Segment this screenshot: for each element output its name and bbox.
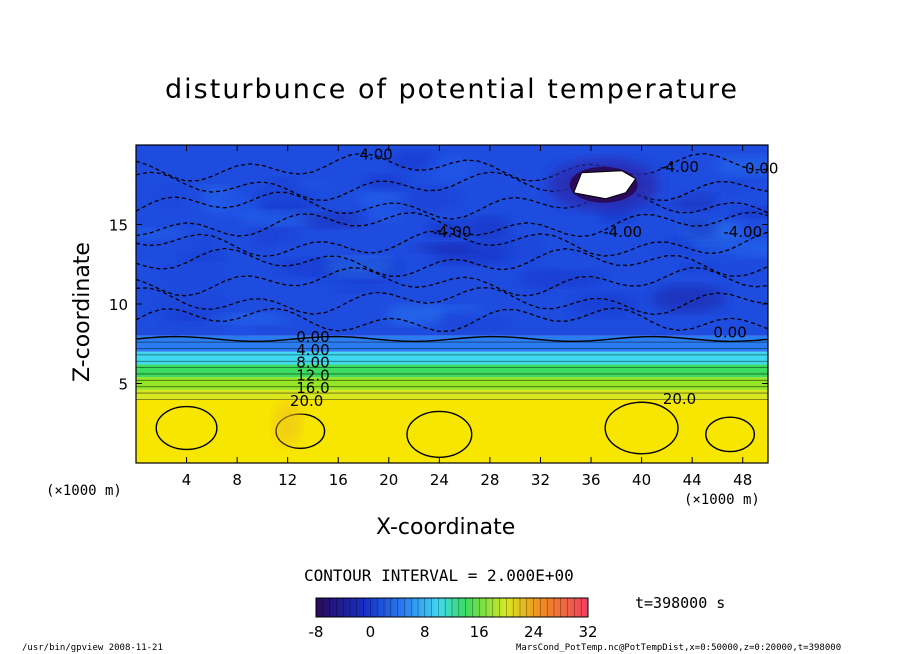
field-blob [356,188,411,206]
time-label: t=398000 s [635,594,726,612]
x-axis-unit-right: (×1000 m) [684,492,760,508]
field-blob [426,221,466,239]
x-tick-label: 4 [182,471,192,489]
x-tick-label: 24 [430,471,449,489]
contour-label: 16.0 [296,379,329,397]
field-blob [240,210,322,226]
contour-line-negative [136,152,768,182]
contour-line-negative [136,171,768,202]
chart-title: disturbunce of potential temperature [165,74,739,105]
y-axis-label: Z-coordinate [70,242,95,382]
contour-label: 0.00 [745,160,778,178]
contour-line-negative [136,211,768,238]
contour-label: 20.0 [290,392,323,410]
footer-left: /usr/bin/gpview 2008-11-21 [22,643,163,653]
layer-band-4 [136,351,768,365]
field-blob [695,244,746,255]
field-blob [651,284,726,313]
x-tick-label: 32 [531,471,550,489]
contour-label: 4.00 [359,145,392,163]
layer-band-5 [136,335,768,352]
contour-line-negative [136,247,768,277]
field-blob [136,260,166,270]
contour-label: -4.00 [603,223,642,241]
contour-line-positive [604,401,679,455]
contour-label: 4.00 [296,341,329,359]
contour-line-negative [136,287,768,316]
layer-band-3 [136,364,768,378]
field-blob [302,279,361,292]
contour-line-negative [136,230,768,258]
x-tick-label: 48 [733,471,752,489]
undefined-region [572,170,637,200]
x-tick-label: 40 [632,471,651,489]
colorbar-tick-label: -8 [309,623,324,641]
field-blob [413,242,475,253]
contour-interval-label: CONTOUR INTERVAL = 2.000E+00 [304,566,574,585]
layer-band-1 [136,389,768,400]
field-blob [363,174,409,191]
contour-line-positive [705,416,756,453]
field-blob [225,319,255,336]
field-blob [268,177,295,188]
x-tick-label: 20 [379,471,398,489]
colorbar-tick-label: 16 [470,623,489,641]
colorbar-tick-label: 24 [524,623,543,641]
field-blob [159,260,224,289]
layer-band-2 [136,377,768,390]
x-tick-label: 12 [278,471,297,489]
field-blob [525,268,555,294]
contour-line-zero [136,335,768,343]
contour-label: -4.00 [660,158,699,176]
x-axis-unit-left: (×1000 m) [46,483,122,499]
y-tick-label: 5 [118,376,128,394]
colorbar-tick-label: 0 [366,623,376,641]
warm-spot [273,401,302,446]
contour-label: 8.00 [296,354,329,372]
x-tick-label: 44 [683,471,702,489]
field-blob [385,304,443,326]
contour-label: 12.0 [296,366,329,384]
field-blob [460,309,495,328]
x-tick-label: 36 [581,471,600,489]
x-tick-label: 16 [329,471,348,489]
contour-label: -4.00 [433,223,472,241]
field-blob [463,216,512,241]
contour-label: 0.00 [296,328,329,346]
field-blob [491,208,522,217]
field-blob [192,232,218,256]
x-axis-label: X-coordinate [376,515,516,540]
contour-line-positive [155,405,218,451]
field-blob [713,155,768,177]
contour-line-negative [136,307,768,333]
contour-label: 0.00 [713,323,746,341]
contour-line-negative [136,191,768,220]
x-tick-label: 28 [480,471,499,489]
field-blob [243,188,323,209]
footer-right: MarsCond_PotTemp.nc@PotTempDist,x=0:5000… [516,643,842,653]
colorbar-tick-label: 32 [578,623,597,641]
y-tick-label: 15 [109,217,128,235]
field-blob [729,206,768,219]
field-blob [249,221,276,250]
colorbar-tick-label: 8 [420,623,430,641]
layer-band-0 [136,399,768,463]
field-blob [425,155,478,183]
field-blob [206,313,289,325]
field-blob [575,227,636,244]
field-blob [684,219,718,238]
field-blob [570,292,641,318]
contour-label: -4.00 [723,223,762,241]
contour-label: 20.0 [663,390,696,408]
x-tick-label: 8 [232,471,242,489]
field-blob [178,252,226,262]
y-tick-label: 10 [109,296,128,314]
contour-line-negative [136,266,768,297]
field-blob [136,228,187,240]
field-blob [179,194,262,208]
